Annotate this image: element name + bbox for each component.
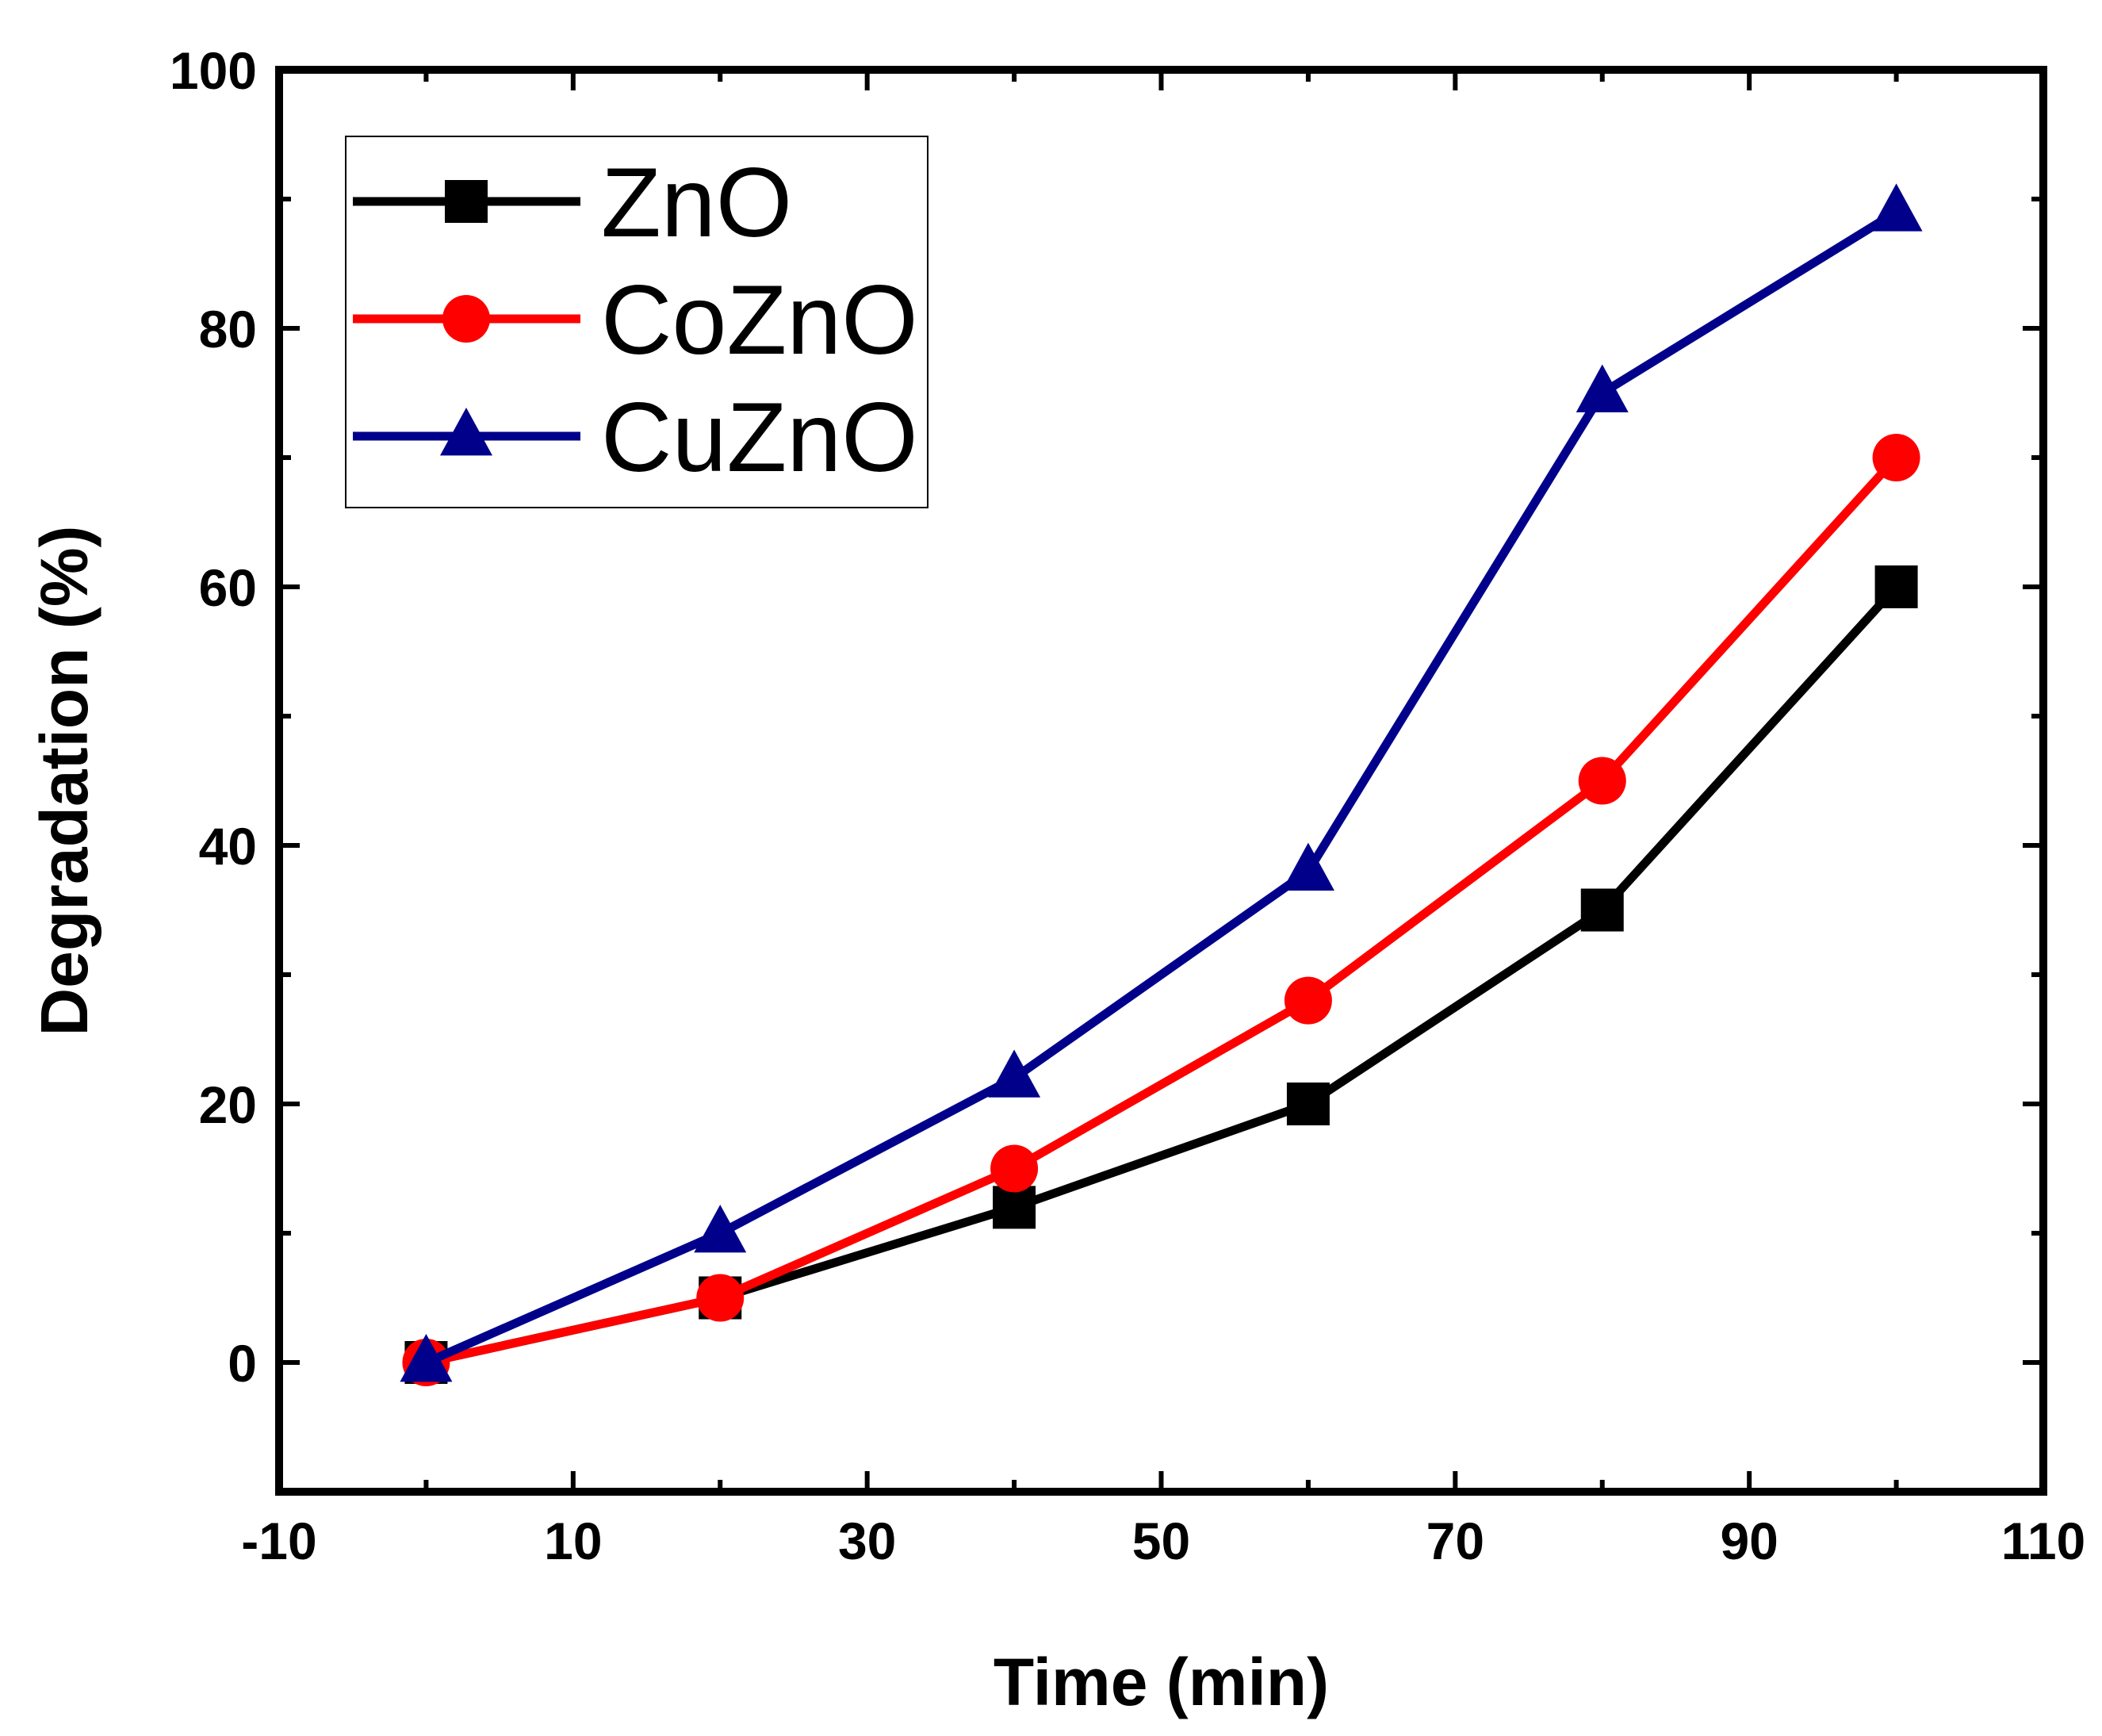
x-tick-label: 70 xyxy=(1426,1512,1484,1570)
legend-item-cuzno: CuZnO xyxy=(353,383,918,492)
data-point-cozno xyxy=(1284,976,1332,1025)
legend-item-zno: ZnO xyxy=(353,148,792,258)
data-point-cuzno xyxy=(1870,183,1923,232)
data-point-cuzno xyxy=(400,1334,453,1382)
legend-marker-zno xyxy=(445,180,488,223)
y-tick-label: 40 xyxy=(199,817,257,876)
y-tick-label: 0 xyxy=(228,1334,257,1393)
data-point-cozno xyxy=(1872,434,1920,481)
legend-item-cozno: CoZnO xyxy=(353,266,918,375)
y-tick-label: 20 xyxy=(199,1075,257,1134)
data-point-cozno xyxy=(1578,757,1626,805)
y-tick-label: 80 xyxy=(199,300,257,358)
x-tick-label: 90 xyxy=(1720,1512,1778,1570)
legend-label-zno: ZnO xyxy=(601,148,792,258)
data-point-cuzno xyxy=(694,1205,747,1253)
legend-label-cuzno: CuZnO xyxy=(601,383,918,492)
data-point-cuzno xyxy=(1281,842,1334,891)
x-tick-label: 110 xyxy=(2001,1512,2085,1570)
legend-marker-cuzno xyxy=(440,408,492,456)
legend-marker-cozno xyxy=(442,295,490,343)
data-point-zno xyxy=(1580,888,1624,932)
x-tick-label: 50 xyxy=(1132,1512,1190,1570)
tick-layer: -10 10 30 50 70 90 110 0 20 40 60 80 100 xyxy=(170,41,2085,1570)
data-point-cozno xyxy=(990,1144,1039,1193)
series-cuzno xyxy=(400,183,1923,1382)
data-point-cuzno xyxy=(988,1049,1041,1098)
series-line-cozno xyxy=(425,454,1900,1367)
data-point-cuzno xyxy=(1576,364,1629,412)
data-point-cozno xyxy=(696,1274,745,1322)
legend-label-cozno: CoZnO xyxy=(601,266,918,375)
y-axis-title: Degradation (%) xyxy=(27,525,101,1036)
data-point-zno xyxy=(1286,1083,1330,1125)
data-point-zno xyxy=(1874,565,1918,608)
x-axis-title: Time (min) xyxy=(994,1645,1329,1719)
x-tick-label: -10 xyxy=(241,1512,316,1570)
data-point-zno xyxy=(993,1186,1036,1229)
x-tick-label: 30 xyxy=(838,1512,896,1570)
y-tick-label: 100 xyxy=(170,41,257,100)
x-tick-label: 10 xyxy=(544,1512,602,1570)
series-line-cuzno xyxy=(424,208,1899,1367)
series-layer xyxy=(400,183,1923,1386)
y-tick-label: 60 xyxy=(199,558,257,617)
